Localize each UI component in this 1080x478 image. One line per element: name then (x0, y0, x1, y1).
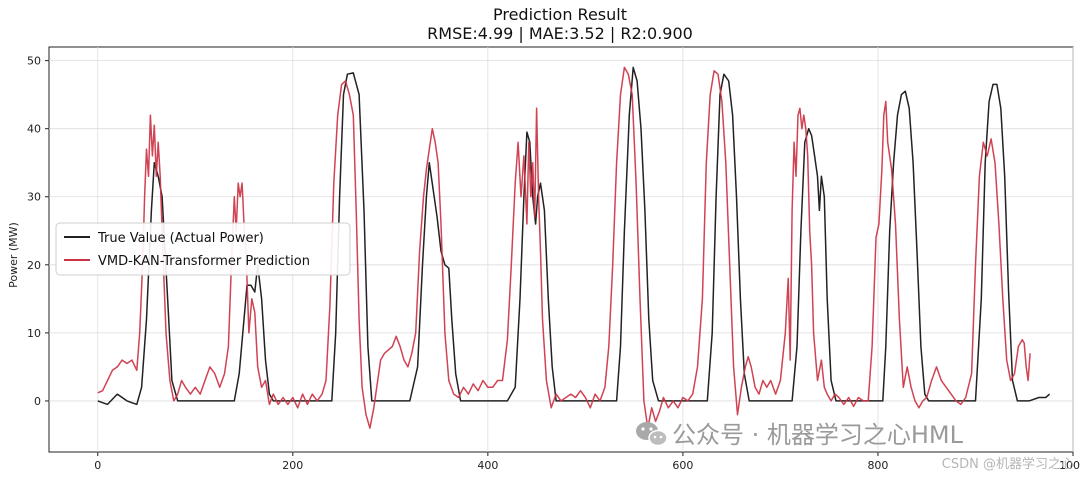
legend-box (55, 222, 351, 276)
watermark-small-text: CSDN @机器学习之心 (942, 456, 1074, 472)
y-tick-label: 20 (27, 259, 41, 272)
y-tick-label: 30 (27, 191, 41, 204)
watermark: 公众号 · 机器学习之心HML CSDN @机器学习之心 (636, 421, 1074, 472)
watermark-text: 公众号 · 机器学习之心HML (672, 421, 964, 449)
x-tick-label: 600 (672, 459, 693, 472)
legend-label-prediction: VMD-KAN-Transformer Prediction (98, 254, 310, 269)
series-line-true-value (97, 66, 1051, 406)
grid (49, 47, 1074, 452)
legend: True Value (Actual Power) VMD-KAN-Transf… (55, 222, 351, 276)
x-tick-label: 400 (477, 459, 498, 472)
y-tick-label: 0 (34, 395, 41, 408)
y-tick-label: 50 (27, 55, 41, 68)
x-tick-label: 0 (94, 459, 101, 472)
legend-label-true-value: True Value (Actual Power) (97, 231, 264, 246)
wechat-icon (636, 422, 668, 447)
y-axis-label: Power (MW) (7, 222, 20, 288)
y-axis: 0 10 20 30 40 50 (27, 55, 49, 408)
chart-subtitle: RMSE:4.99 | MAE:3.52 | R2:0.900 (427, 24, 693, 43)
y-tick-label: 10 (27, 327, 41, 340)
y-tick-label: 40 (27, 123, 41, 136)
series-line-prediction (97, 66, 1031, 429)
series-group (97, 66, 1051, 429)
chart-title: Prediction Result (493, 5, 627, 24)
x-tick-label: 200 (282, 459, 303, 472)
x-tick-label: 800 (867, 459, 888, 472)
